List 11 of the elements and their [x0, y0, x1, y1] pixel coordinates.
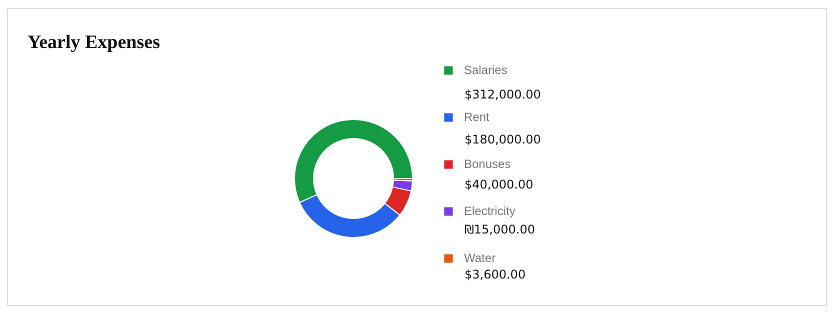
- legend-label: Electricity: [464, 204, 516, 218]
- legend-label: Bonuses: [464, 157, 511, 171]
- data-label: $312,000.00: [464, 88, 541, 102]
- legend-label: Rent: [464, 110, 490, 124]
- data-label: $180,000.00: [464, 132, 541, 146]
- data-label: ₪15,000.00: [464, 222, 535, 236]
- text: Yearly Expenses: [28, 32, 160, 53]
- data-label: $3,600.00: [464, 268, 526, 282]
- legend-label: Water: [464, 251, 496, 265]
- data-label: $40,000.00: [464, 178, 534, 192]
- legend-label: Salaries: [464, 63, 508, 77]
